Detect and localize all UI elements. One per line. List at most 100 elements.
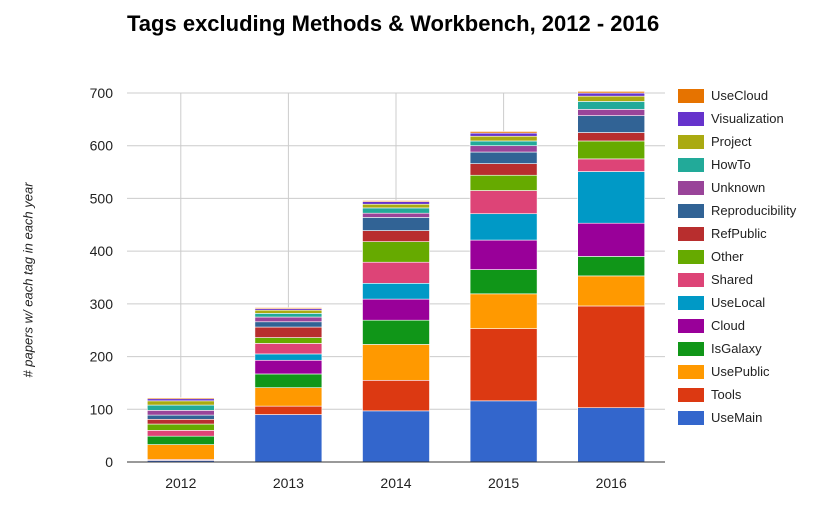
bar-segment-usemain-2014 <box>362 410 430 463</box>
bar-segment-howto-2015 <box>469 140 538 147</box>
legend-swatch <box>678 342 704 356</box>
bar-segment-uselocal-2013 <box>254 353 323 361</box>
bar-segment-unknown-2012 <box>147 410 215 416</box>
y-tick-label: 100 <box>90 401 114 417</box>
legend-label: UseMain <box>711 410 763 425</box>
y-tick-label: 700 <box>90 85 114 101</box>
bar-segment-refpublic-2016 <box>577 132 646 142</box>
bar-segment-isgalaxy-2013 <box>254 373 323 388</box>
bar-segment-howto-2012 <box>147 404 215 411</box>
bar-segment-refpublic-2015 <box>469 163 538 176</box>
legend-swatch <box>678 158 704 172</box>
legend-label: UseCloud <box>711 88 769 103</box>
bar-segment-tools-2015 <box>469 328 538 402</box>
bar-segment-shared-2015 <box>469 190 538 215</box>
axes: 0 100 200 300 400 500 600 700 2012 2013 2014 2015 20… <box>90 85 665 491</box>
legend-label: Visualization <box>711 111 784 126</box>
legend-swatch <box>678 296 704 310</box>
bar-segment-usecloud-2015 <box>469 131 538 134</box>
bar-segment-refpublic-2014 <box>362 230 430 242</box>
legend-swatch <box>678 89 704 103</box>
x-tick-label: 2015 <box>488 475 519 491</box>
legend-swatch <box>678 112 704 126</box>
bar-segment-visualization-2016 <box>577 92 646 97</box>
bar-segment-usepublic-2014 <box>362 344 430 381</box>
bar-segment-usepublic-2013 <box>254 387 323 407</box>
y-tick-label: 500 <box>90 190 114 206</box>
bar-segment-unknown-2014 <box>362 212 430 218</box>
legend-label: HowTo <box>711 157 751 172</box>
stacked-bar-chart: 0 100 200 300 400 500 600 700 2012 2013 2014 2015 20… <box>90 85 665 491</box>
bar-segment-reproducibility-2015 <box>469 151 538 164</box>
legend-label: UsePublic <box>711 364 770 379</box>
legend-label: Tools <box>711 387 742 402</box>
bar-segment-tools-2013 <box>254 405 323 415</box>
y-tick-label: 600 <box>90 138 114 154</box>
legend-swatch <box>678 181 704 195</box>
legend-label: Other <box>711 249 744 264</box>
y-tick-label: 200 <box>90 349 114 365</box>
bar-segment-isgalaxy-2012 <box>147 435 215 445</box>
legend-label: Reproducibility <box>711 203 797 218</box>
legend-label: Shared <box>711 272 753 287</box>
bar-segment-uselocal-2016 <box>577 171 646 224</box>
legend-swatch <box>678 388 704 402</box>
bar-segment-unknown-2016 <box>577 109 646 116</box>
bar-segment-visualization-2015 <box>469 132 538 137</box>
bar-segment-reproducibility-2016 <box>577 115 646 133</box>
bar-segment-cloud-2016 <box>577 222 646 257</box>
bar-segment-shared-2012 <box>147 430 215 437</box>
y-tick-label: 0 <box>105 454 113 470</box>
chart-title: Tags excluding Methods & Workbench, 2012… <box>127 11 660 36</box>
bar-segment-howto-2013 <box>254 313 323 318</box>
x-tick-label: 2012 <box>165 475 196 491</box>
bar-segment-other-2015 <box>469 174 538 191</box>
bar-segment-visualization-2012 <box>147 398 215 402</box>
legend-swatch <box>678 250 704 264</box>
bar-segment-project-2015 <box>469 135 538 142</box>
bar-segment-shared-2014 <box>362 261 430 284</box>
bar-segment-unknown-2013 <box>254 316 323 323</box>
bar-segment-howto-2016 <box>577 101 646 110</box>
bar-segment-shared-2016 <box>577 158 646 172</box>
bar-segment-cloud-2014 <box>362 298 430 321</box>
bar-segment-usepublic-2015 <box>469 293 538 329</box>
legend-swatch <box>678 135 704 149</box>
bar-segment-other-2016 <box>577 140 646 160</box>
bar-segment-uselocal-2014 <box>362 282 430 300</box>
bar-segment-isgalaxy-2015 <box>469 269 538 295</box>
legend-swatch <box>678 204 704 218</box>
bar-segment-tools-2016 <box>577 305 646 409</box>
bar-segment-usemain-2015 <box>469 400 538 463</box>
bar-segment-usemain-2016 <box>577 407 646 463</box>
bar-segment-usecloud-2014 <box>362 200 430 202</box>
bar-segment-howto-2014 <box>362 207 430 214</box>
x-tick-label: 2014 <box>380 475 411 491</box>
legend-label: Project <box>711 134 752 149</box>
bar-segment-uselocal-2015 <box>469 213 538 241</box>
bar-segment-other-2014 <box>362 241 430 263</box>
bar-segment-usemain-2013 <box>254 414 323 463</box>
legend-swatch <box>678 319 704 333</box>
y-tick-label: 400 <box>90 243 114 259</box>
bar-segment-project-2013 <box>254 309 323 314</box>
legend-label: IsGalaxy <box>711 341 762 356</box>
x-tick-label: 2013 <box>273 475 304 491</box>
legend-label: RefPublic <box>711 226 767 241</box>
legend-swatch <box>678 273 704 287</box>
bar-segment-project-2012 <box>147 400 215 406</box>
bar-segment-shared-2013 <box>254 343 323 355</box>
bar-segment-usepublic-2016 <box>577 275 646 307</box>
bar-segment-other-2013 <box>254 337 323 344</box>
bar-segment-other-2012 <box>147 423 215 431</box>
bar-segment-isgalaxy-2014 <box>362 319 430 345</box>
bar-segment-tools-2014 <box>362 379 430 412</box>
legend-swatch <box>678 227 704 241</box>
legend-label: UseLocal <box>711 295 766 310</box>
x-tick-label: 2016 <box>596 475 627 491</box>
bar-segment-project-2016 <box>577 95 646 102</box>
bar-segment-usecloud-2012 <box>147 397 215 400</box>
bar-segment-cloud-2015 <box>469 239 538 270</box>
bar-segment-usecloud-2013 <box>254 307 323 309</box>
bar-segment-unknown-2015 <box>469 145 538 153</box>
